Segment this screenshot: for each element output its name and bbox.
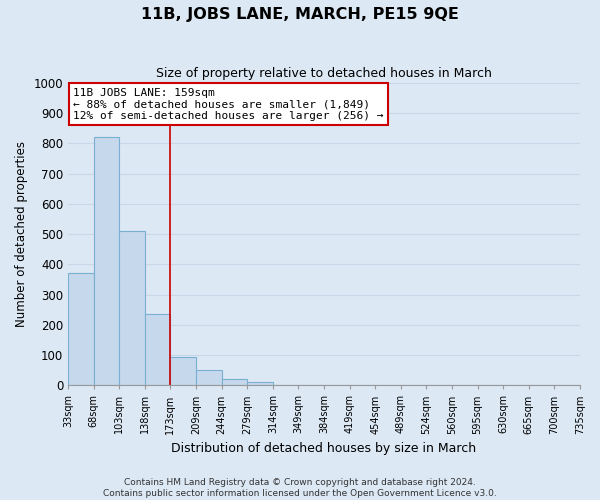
Title: Size of property relative to detached houses in March: Size of property relative to detached ho… — [156, 68, 492, 80]
Y-axis label: Number of detached properties: Number of detached properties — [15, 141, 28, 327]
Bar — [247, 382, 273, 386]
X-axis label: Distribution of detached houses by size in March: Distribution of detached houses by size … — [172, 442, 476, 455]
Text: Contains HM Land Registry data © Crown copyright and database right 2024.
Contai: Contains HM Land Registry data © Crown c… — [103, 478, 497, 498]
Text: 11B JOBS LANE: 159sqm
← 88% of detached houses are smaller (1,849)
12% of semi-d: 11B JOBS LANE: 159sqm ← 88% of detached … — [73, 88, 383, 121]
Bar — [94, 138, 119, 386]
Bar — [145, 314, 170, 386]
Bar — [170, 357, 196, 386]
Bar — [68, 274, 94, 386]
Text: 11B, JOBS LANE, MARCH, PE15 9QE: 11B, JOBS LANE, MARCH, PE15 9QE — [141, 8, 459, 22]
Bar — [196, 370, 221, 386]
Bar — [221, 378, 247, 386]
Bar — [119, 231, 145, 386]
